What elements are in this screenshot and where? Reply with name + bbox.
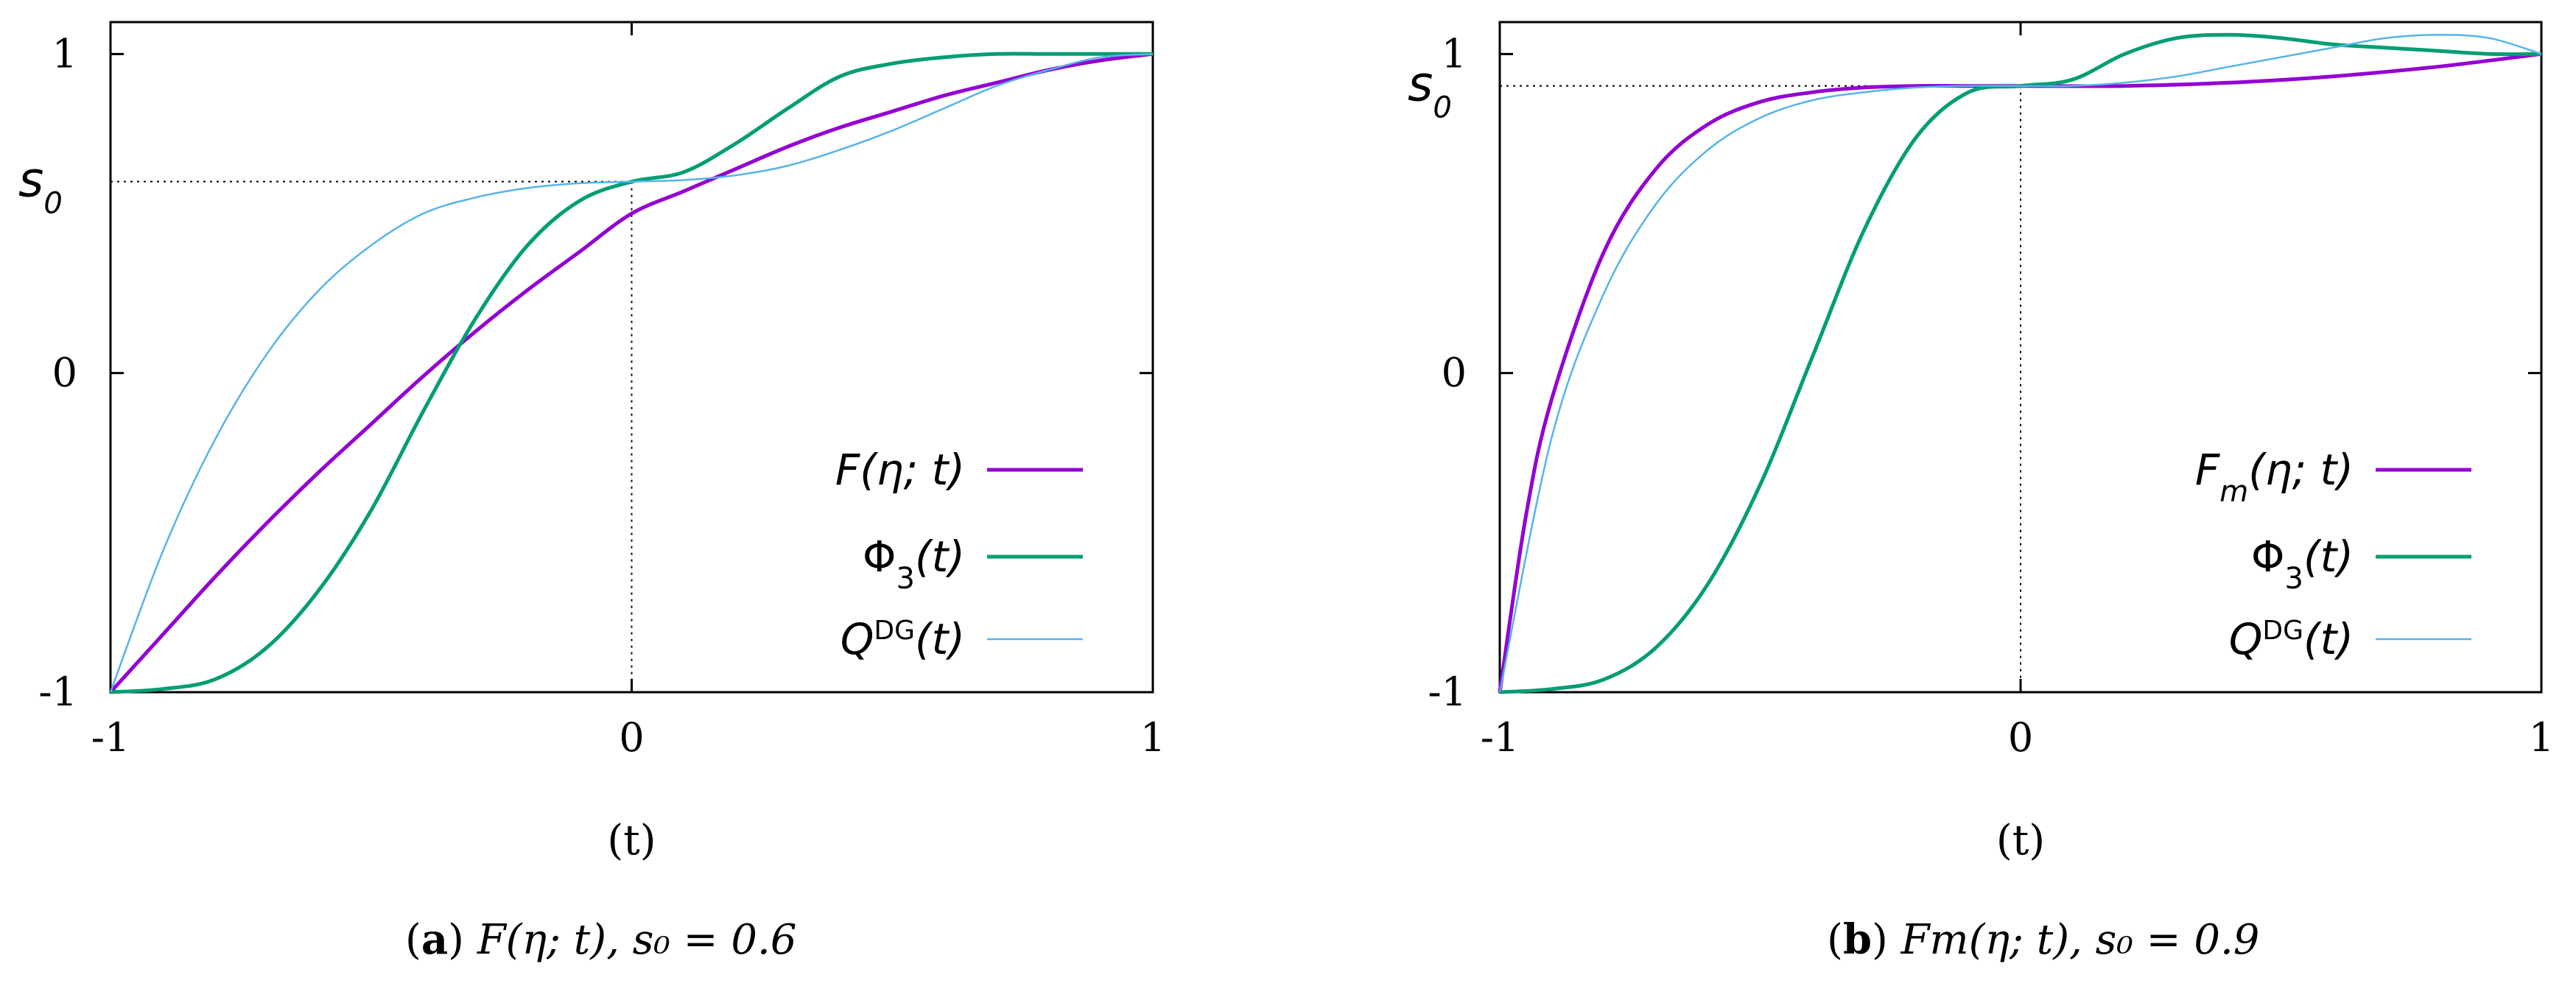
s0-tick-label: s0 <box>1408 56 1452 125</box>
x-tick-label: 0 <box>2008 714 2033 761</box>
y-tick-label: -1 <box>1428 669 1467 715</box>
series-line-QDG <box>1498 34 2542 693</box>
series-line-QDG <box>109 53 1154 693</box>
x-tick-label: 1 <box>1140 714 1165 761</box>
series-line-Phi3 <box>110 52 1153 694</box>
series-line-F <box>109 52 1154 694</box>
y-tick-label: 1 <box>1442 30 1467 77</box>
y-tick-label: 0 <box>1442 350 1467 396</box>
panel-caption: (a) F(η; t), s₀ = 0.6 <box>405 915 796 964</box>
x-axis-label: (t) <box>607 817 656 864</box>
series-line-F <box>1498 52 2542 693</box>
legend-label-QDG: QDG(t) <box>2229 614 2354 664</box>
x-tick-label: -1 <box>91 714 130 761</box>
plot-frame <box>109 21 1154 694</box>
legend-label-F: Fm(η; t) <box>2195 445 2354 509</box>
panel-a: -1 0 1 -1 0 1 s0 F(η; t) Φ3(t) QDG(t) (t) (a) F(η; … <box>18 21 1165 964</box>
legend-label-Phi3: Φ3(t) <box>863 532 965 596</box>
x-tick-label: -1 <box>1481 714 1520 761</box>
panel-caption: (b) Fm(η; t), s₀ = 0.9 <box>1827 915 2259 964</box>
y-tick-label: 0 <box>52 350 77 396</box>
y-tick-label: -1 <box>38 669 77 715</box>
y-tick-label: 1 <box>52 30 77 77</box>
legend-label-F: F(η; t) <box>835 445 965 495</box>
series-line-Phi3 <box>1499 32 2542 694</box>
legend-label-Phi3: Φ3(t) <box>2251 532 2354 596</box>
legend-label-QDG: QDG(t) <box>840 614 965 664</box>
s0-tick-label: s0 <box>18 152 63 221</box>
x-tick-label: 0 <box>619 714 644 761</box>
x-tick-label: 1 <box>2529 714 2554 761</box>
x-axis-label: (t) <box>1996 817 2045 864</box>
